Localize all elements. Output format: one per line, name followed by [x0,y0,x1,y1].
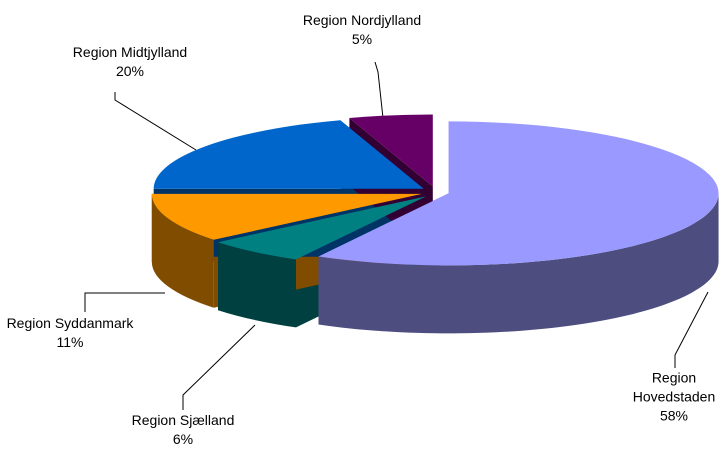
category-label: Region Midtjylland [72,44,188,60]
value-label: 5% [351,31,373,47]
leader-line [84,292,165,312]
slice-side [218,242,297,328]
slice-label: Region Sjælland 6% [132,411,235,449]
category-label: Region Syddanmark [6,315,134,331]
leader-line [374,61,384,119]
slice [318,121,719,266]
slice-label: Region Hovedstaden 58% [629,369,719,426]
slice-label: Region Syddanmark 11% [7,314,134,352]
leader-lines [84,61,709,410]
slice-label: Region Midtjylland 20% [73,43,187,81]
slice-label: Region Nordjylland 5% [303,11,421,49]
slice [153,120,424,189]
value-label: 58% [659,407,689,424]
leader-line [182,324,256,410]
value-label: 11% [56,334,84,350]
category-label: Region Nordjylland [302,12,422,28]
category-label: Region Hovedstaden [632,369,716,405]
leader-line [674,291,709,368]
slice [151,193,422,240]
slice-side [318,193,719,334]
slice [218,196,427,260]
category-label: Region Sjælland [131,412,235,428]
slice [349,114,433,187]
value-label: 20% [115,63,145,79]
slice-tops [151,114,719,266]
leader-line [114,92,197,151]
slice-side [151,193,214,308]
value-label: 6% [172,431,194,447]
slice-bands [151,193,719,334]
